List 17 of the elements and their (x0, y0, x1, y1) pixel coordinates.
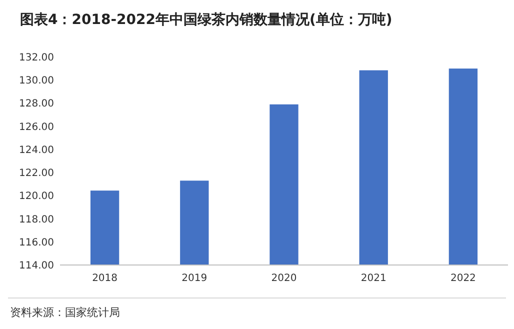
x-tick-label: 2019 (182, 273, 208, 284)
x-tick-label: 2022 (450, 273, 476, 284)
y-tick-label: 116.00 (19, 237, 54, 248)
y-tick-label: 114.00 (19, 260, 54, 272)
y-tick-label: 132.00 (19, 52, 54, 64)
text: 资料来源：国家统计局 (10, 306, 120, 319)
y-tick-label: 122.00 (19, 168, 54, 180)
y-tick-label: 118.00 (19, 214, 54, 226)
x-tick-label: 2018 (92, 273, 118, 284)
x-tick-label: 2020 (271, 273, 297, 284)
y-tick-label: 128.00 (19, 98, 54, 110)
x-tick-label: 2021 (360, 273, 386, 284)
y-tick-label: 130.00 (19, 76, 54, 87)
y-tick-label: 120.00 (19, 191, 54, 202)
y-tick-label: 124.00 (19, 144, 54, 156)
chart-title: 图表4：2018-2022年中国绿茶内销数量情况(单位：万吨) (20, 12, 392, 28)
y-tick-label: 126.00 (19, 122, 54, 133)
